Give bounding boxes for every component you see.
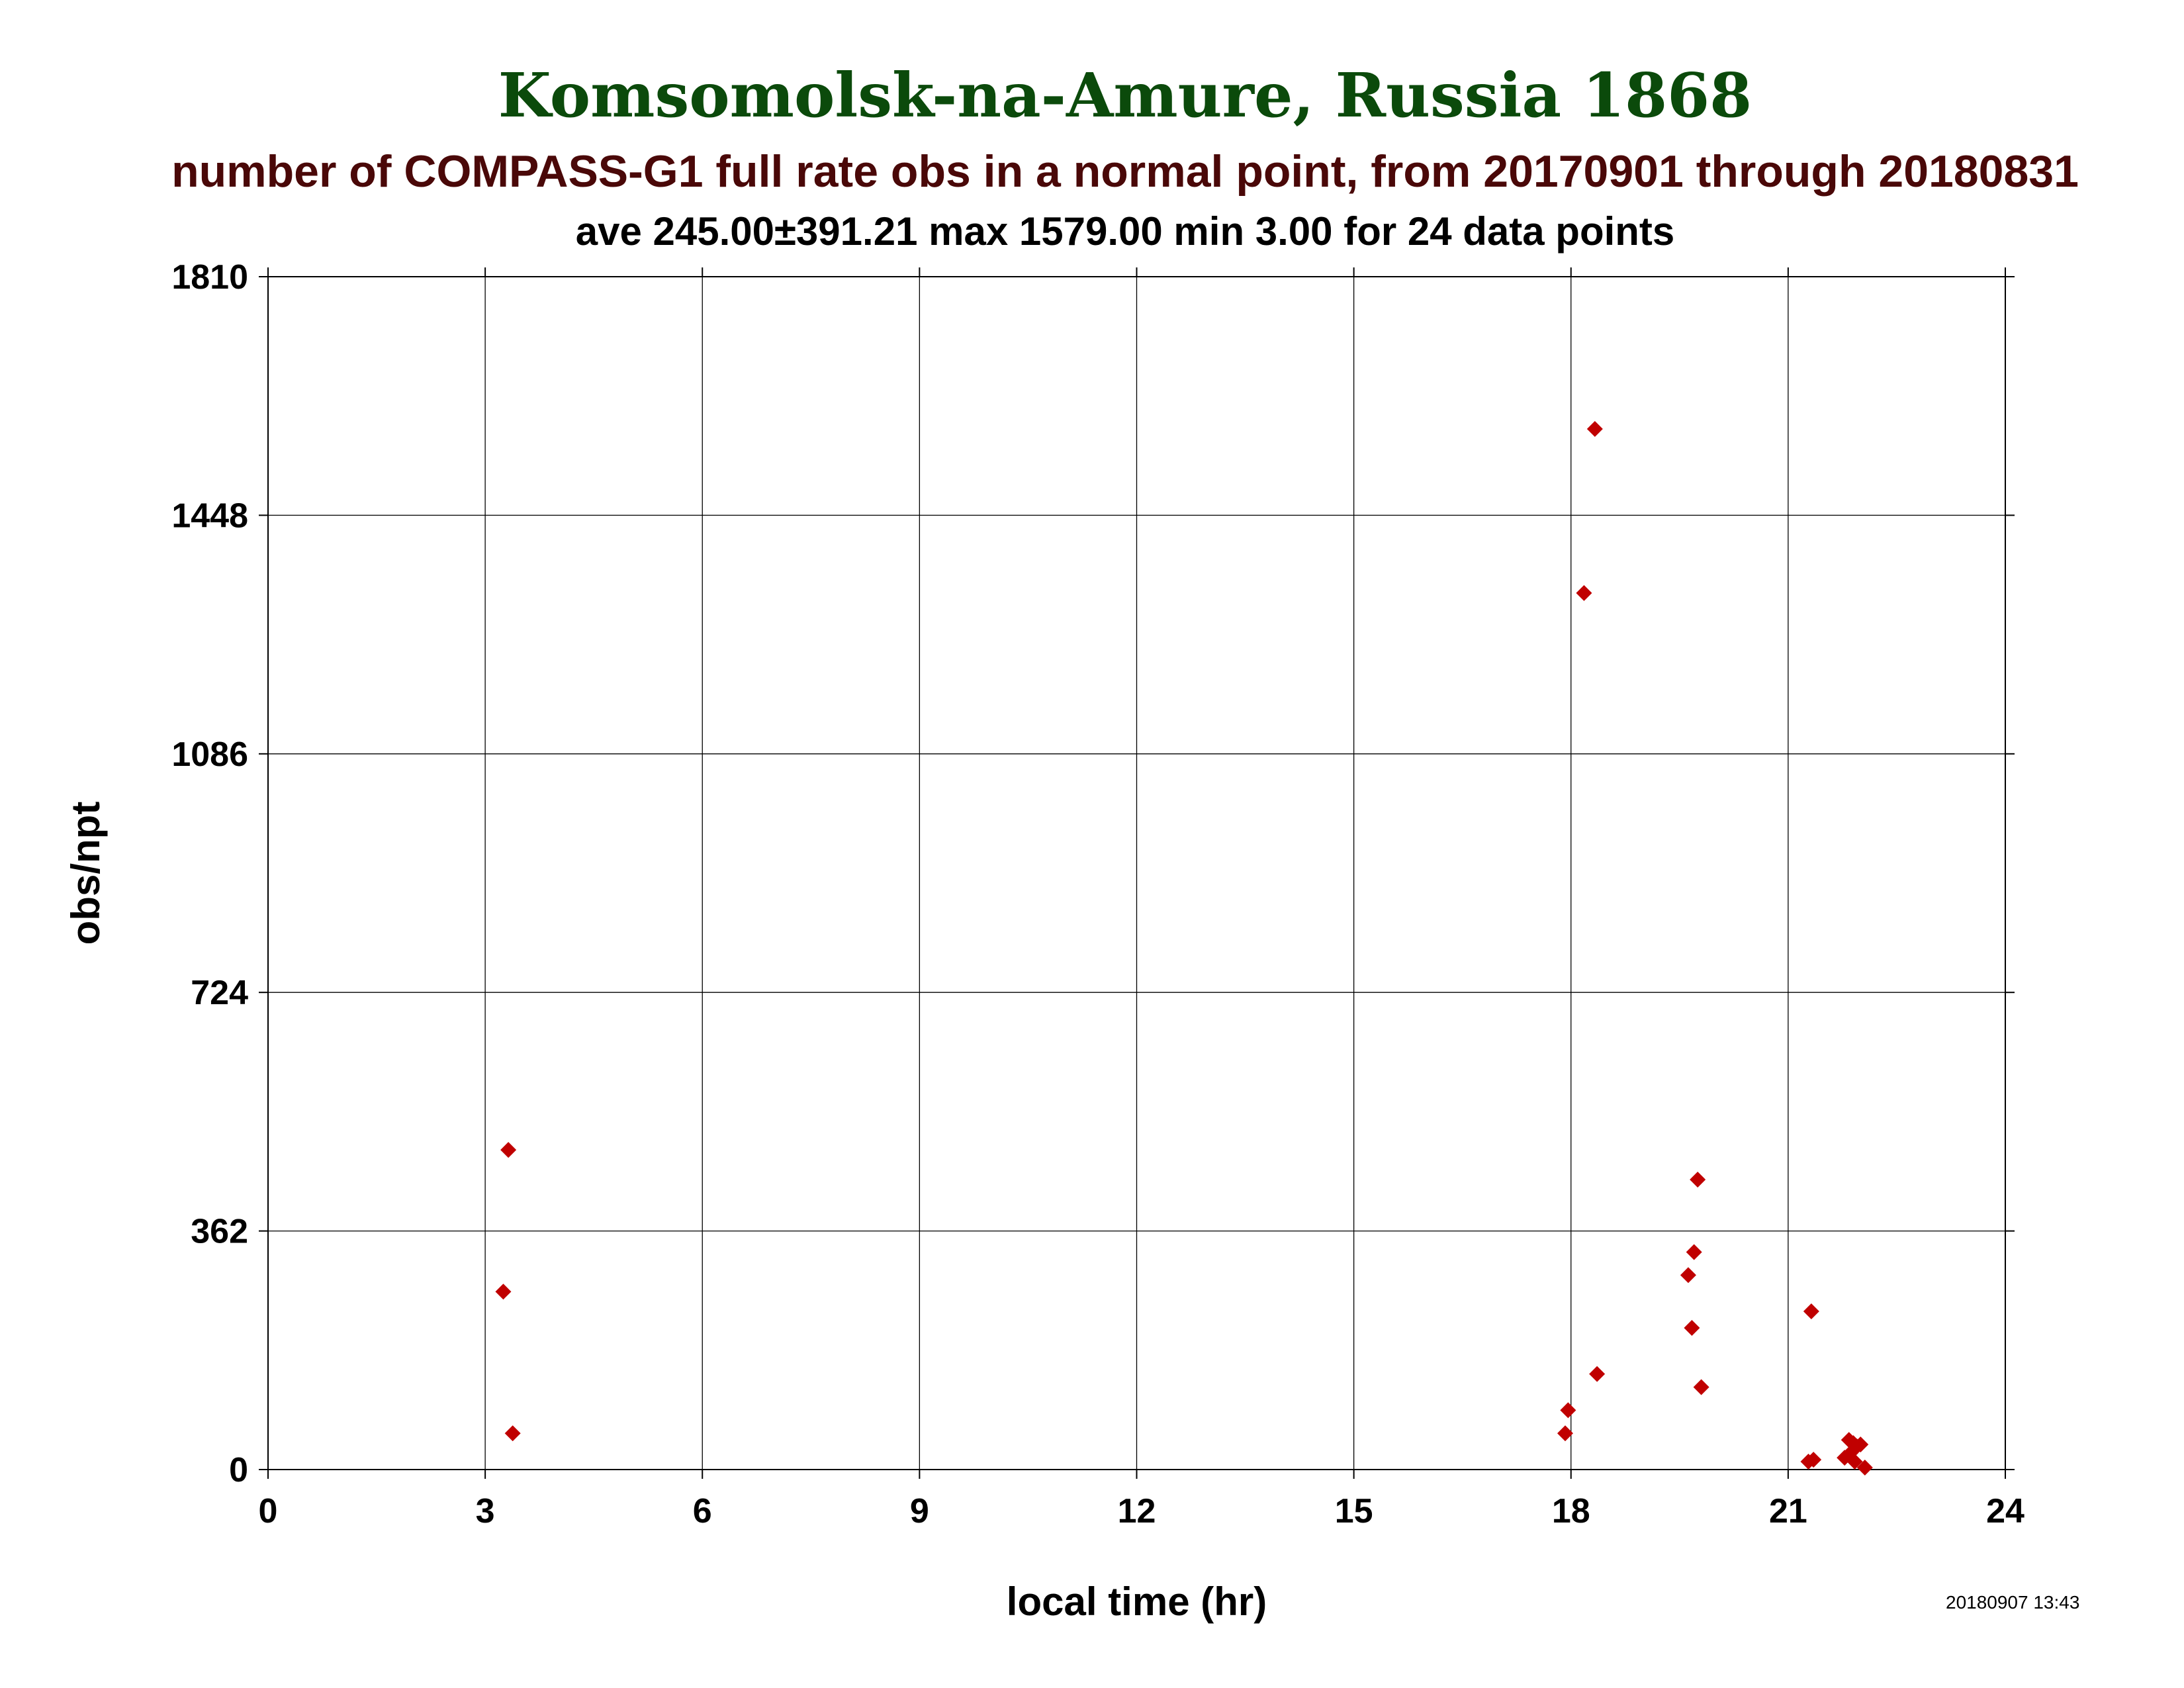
y-axis-label: obs/npt <box>64 802 108 945</box>
grid-lines <box>267 276 2006 1470</box>
y-tick-label: 1448 <box>171 496 248 535</box>
data-point <box>1586 420 1603 437</box>
y-tick-label: 0 <box>229 1451 248 1489</box>
x-tick-label: 12 <box>1118 1492 1156 1530</box>
data-point <box>1805 1452 1822 1468</box>
x-tick-label: 15 <box>1335 1492 1373 1530</box>
x-tick-label: 21 <box>1769 1492 1807 1530</box>
data-point <box>1684 1319 1700 1336</box>
data-point <box>1852 1436 1869 1453</box>
data-point <box>1680 1267 1696 1284</box>
data-point <box>1560 1402 1576 1419</box>
x-tick-label: 0 <box>259 1492 278 1530</box>
x-tick-label: 9 <box>910 1492 929 1530</box>
y-tick-label: 724 <box>191 974 248 1012</box>
data-point <box>1686 1244 1702 1260</box>
data-point <box>500 1142 517 1158</box>
y-tick-label: 1086 <box>171 735 248 774</box>
data-point <box>495 1284 512 1300</box>
data-point <box>1846 1454 1863 1470</box>
data-point <box>1576 585 1592 601</box>
x-axis-label: local time (hr) <box>1007 1579 1267 1624</box>
data-point <box>1690 1171 1706 1188</box>
data-point <box>504 1425 521 1442</box>
chart-subtitle: number of COMPASS-G1 full rate obs in a … <box>171 146 2079 197</box>
chart-stats: ave 245.00±391.21 max 1579.00 min 3.00 f… <box>575 209 1675 254</box>
tick-marks <box>259 267 2015 1479</box>
data-point <box>1589 1366 1606 1382</box>
data-point <box>1803 1303 1819 1320</box>
y-tick-label: 362 <box>191 1213 248 1251</box>
x-tick-labels: 0 3 6 9 12 15 18 21 24 <box>259 1492 2025 1530</box>
y-tick-labels: 0 362 724 1086 1448 1810 <box>171 258 248 1489</box>
chart-title: Komsomolsk-na-Amure, Russia 1868 <box>498 60 1752 131</box>
x-tick-label: 18 <box>1552 1492 1590 1530</box>
data-points <box>495 420 1873 1476</box>
data-point <box>1557 1425 1573 1442</box>
data-point <box>1693 1379 1709 1395</box>
timestamp: 20180907 13:43 <box>1946 1592 2080 1613</box>
x-tick-label: 6 <box>693 1492 712 1530</box>
y-tick-label: 1810 <box>171 258 248 297</box>
x-tick-label: 3 <box>476 1492 495 1530</box>
data-point <box>1856 1460 1873 1476</box>
x-tick-label: 24 <box>1986 1492 2025 1530</box>
